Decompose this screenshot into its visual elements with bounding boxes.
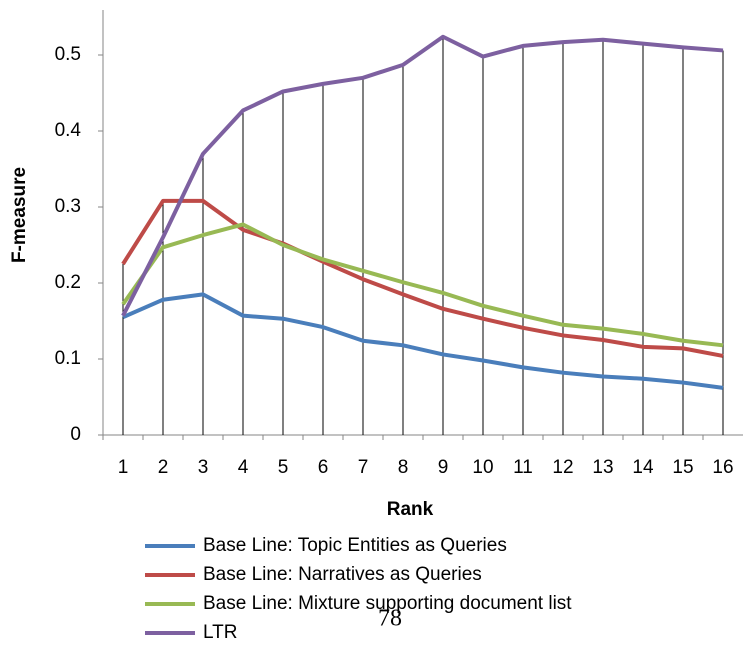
legend-label: Base Line: Topic Entities as Queries [203, 535, 507, 556]
y-tick-label: 0 [70, 424, 81, 445]
x-tick-label: 3 [198, 457, 209, 478]
x-tick-label: 16 [712, 457, 733, 478]
x-tick-label: 5 [278, 457, 289, 478]
y-tick-label: 0.2 [55, 272, 81, 293]
legend-label: LTR [203, 622, 237, 643]
x-tick-label: 9 [438, 457, 449, 478]
y-tick-label: 0.4 [55, 120, 82, 141]
legend-label: Base Line: Mixture supporting document l… [203, 593, 572, 614]
x-tick-label: 8 [398, 457, 409, 478]
x-tick-label: 6 [318, 457, 329, 478]
x-tick-label: 14 [632, 457, 654, 478]
y-tick-label: 0.1 [55, 348, 81, 369]
y-tick-label: 0.5 [55, 44, 81, 65]
x-tick-label: 12 [552, 457, 573, 478]
series-line [121, 34, 724, 317]
x-tick-label: 2 [158, 457, 169, 478]
x-tick-label: 10 [472, 457, 493, 478]
x-axis-label: Rank [387, 499, 434, 520]
x-tick-label: 1 [118, 457, 129, 478]
x-tick-label: 15 [672, 457, 693, 478]
x-tick-label: 11 [513, 457, 533, 478]
series-line [122, 292, 724, 390]
series-line [121, 222, 724, 348]
legend-label: Base Line: Narratives as Queries [203, 564, 482, 585]
x-tick-label: 4 [238, 457, 249, 478]
page-number: 78 [378, 606, 402, 632]
x-tick-label: 7 [358, 457, 369, 478]
x-tick-label: 13 [592, 457, 613, 478]
y-axis-label: F-measure [9, 167, 30, 263]
y-tick-label: 0.3 [55, 196, 81, 217]
series-line [121, 198, 724, 358]
